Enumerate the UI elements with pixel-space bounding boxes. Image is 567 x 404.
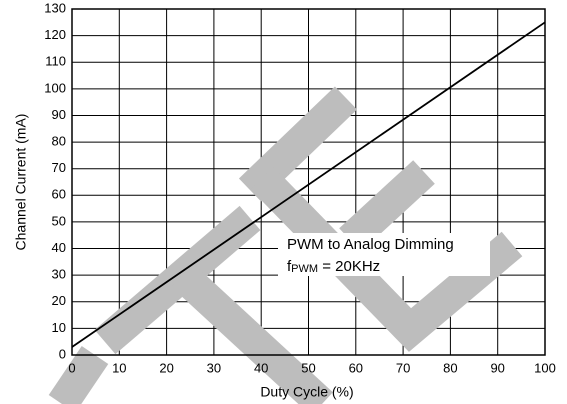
y-tick-label: 0 — [59, 346, 66, 361]
x-tick-label: 10 — [112, 360, 126, 375]
y-tick-label: 110 — [45, 54, 66, 69]
annotation-rest: = 20KHz — [318, 258, 380, 275]
x-axis-label: Duty Cycle (%) — [260, 384, 353, 400]
y-axis-label: Channel Current (mA) — [13, 114, 29, 251]
y-tick-label: 30 — [52, 267, 66, 282]
y-tick-label: 20 — [52, 293, 66, 308]
y-tick-label: 80 — [52, 134, 66, 149]
annotation-subscript: PWM — [291, 263, 318, 275]
y-tick-label: 60 — [52, 187, 66, 202]
annotation-text: PWM to Analog Dimming — [287, 236, 454, 253]
x-tick-label: 90 — [490, 360, 504, 375]
y-tick-label: 40 — [52, 240, 66, 255]
x-tick-label: 50 — [301, 360, 315, 375]
y-tick-label: 90 — [52, 107, 66, 122]
x-tick-label: 40 — [254, 360, 268, 375]
y-tick-label: 120 — [44, 27, 66, 42]
y-tick-label: 100 — [44, 80, 66, 95]
annotation-box — [278, 233, 490, 276]
x-tick-label: 60 — [349, 360, 363, 375]
plot-border — [71, 8, 546, 356]
y-tick-label: 10 — [52, 320, 66, 335]
y-tick-label: 50 — [52, 213, 66, 228]
annotation-symbol: f — [287, 258, 292, 275]
x-tick-label: 0 — [68, 360, 75, 375]
x-tick-label: 100 — [534, 360, 556, 375]
x-tick-label: 20 — [159, 360, 173, 375]
x-tick-label: 80 — [443, 360, 457, 375]
y-tick-label: 130 — [44, 0, 66, 15]
x-tick-label: 30 — [207, 360, 221, 375]
data-line — [71, 21, 546, 348]
x-tick-label: 70 — [396, 360, 410, 375]
watermark — [48, 86, 523, 404]
y-tick-label: 70 — [52, 160, 66, 175]
annotation-text: fPWM = 20KHz — [287, 258, 380, 275]
